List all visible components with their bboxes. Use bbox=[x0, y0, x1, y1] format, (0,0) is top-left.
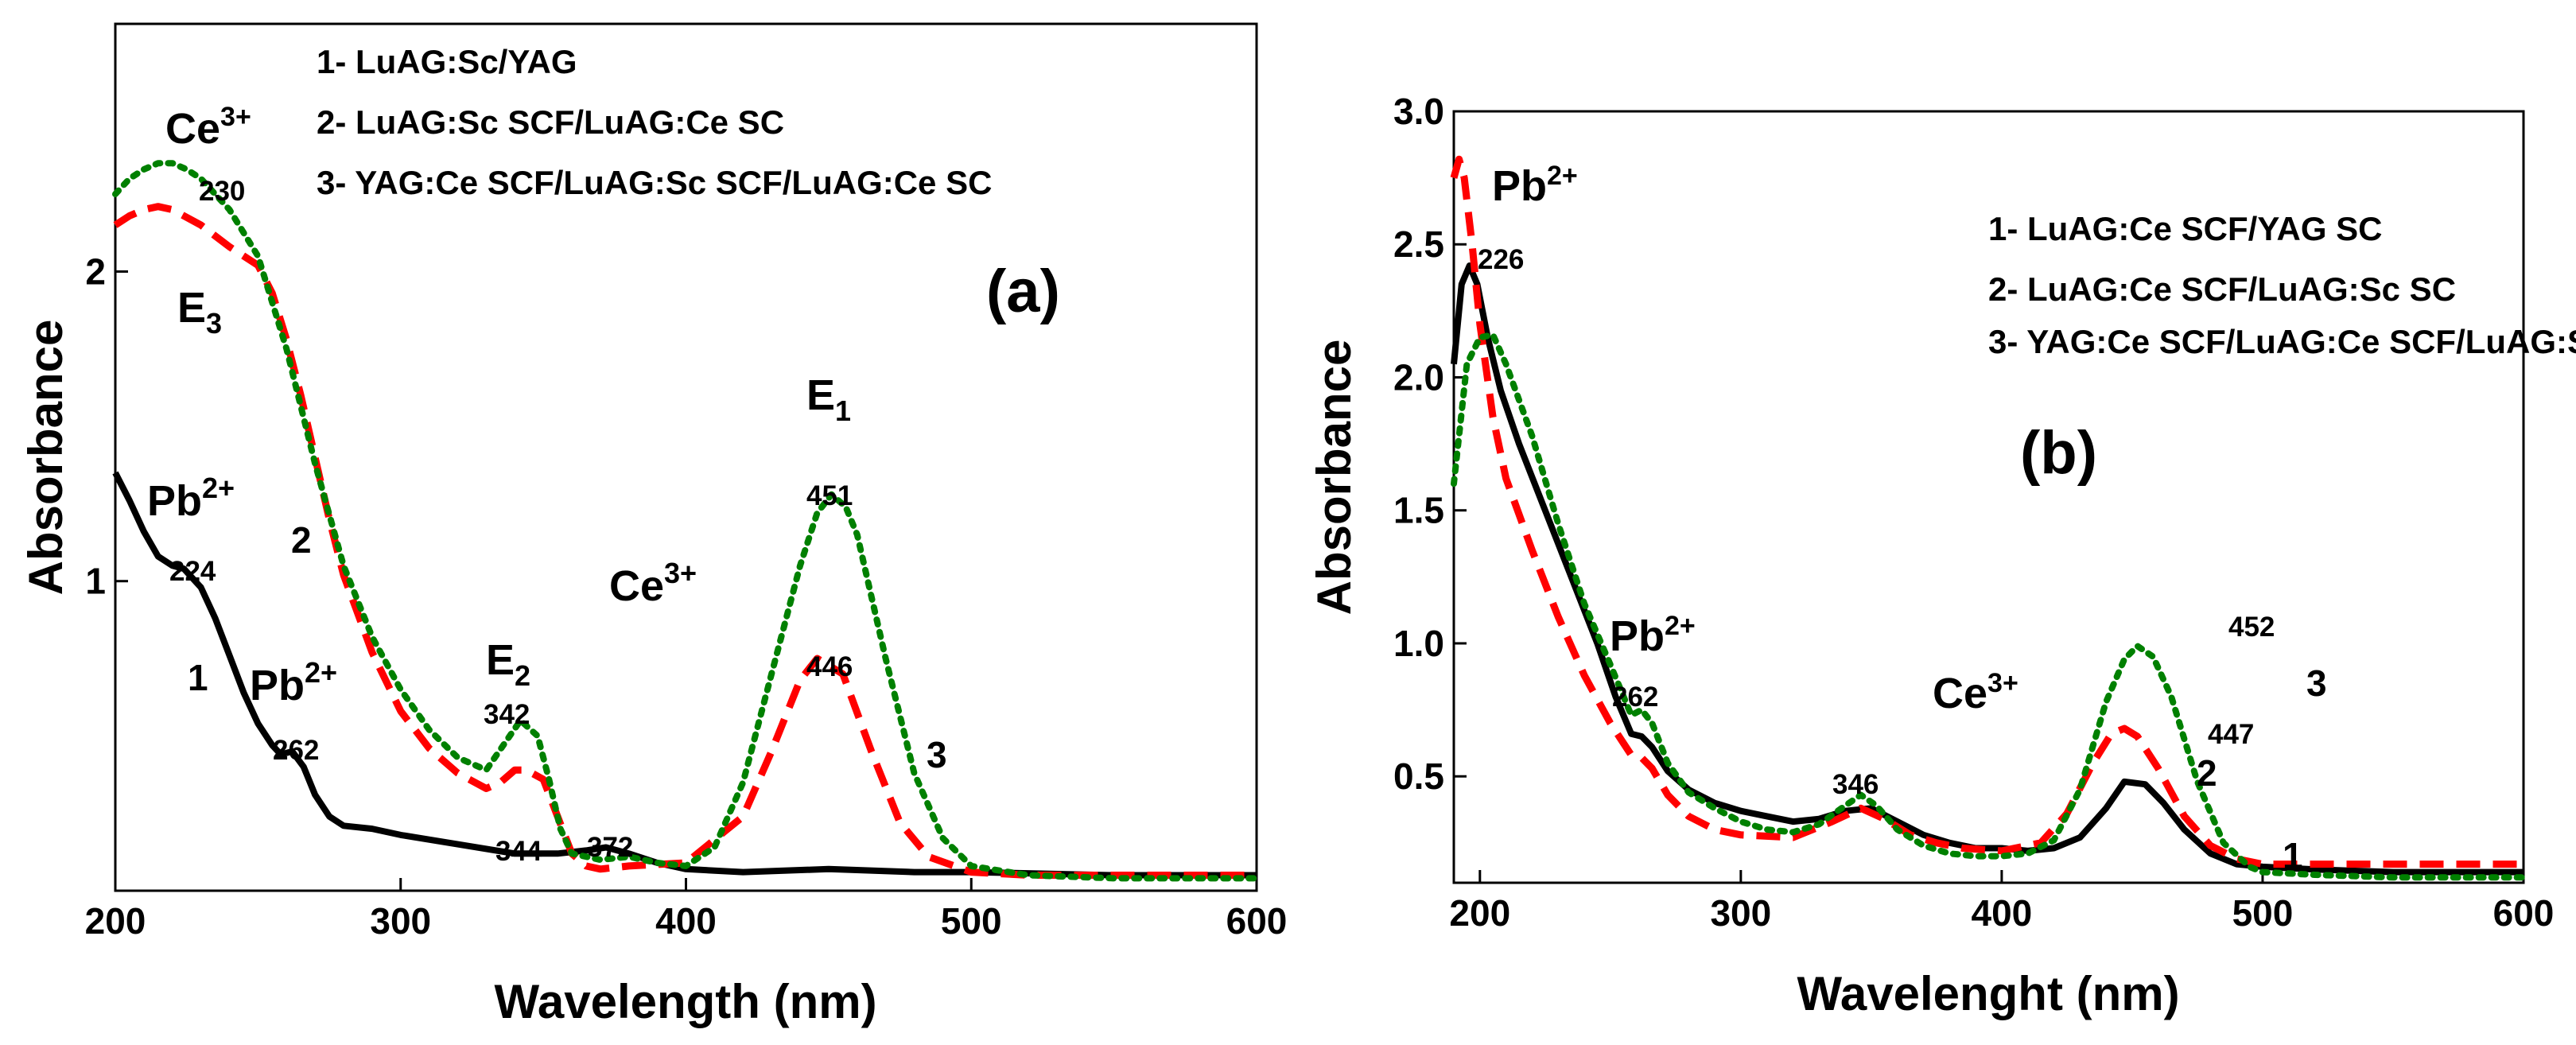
panel-b-legend-3: 3- YAG:Ce SCF/LuAG:Ce SCF/LuAG:Sc SC bbox=[1988, 323, 2576, 360]
b-y-tick-label: 2.0 bbox=[1393, 356, 1444, 398]
b-ann-ce: Ce3+ bbox=[1933, 668, 2018, 717]
a-x-tick-label: 600 bbox=[1226, 900, 1288, 942]
panel-b: 200 300 400 500 600 0.5 1.0 1.5 2.0 2.5 3.0 Wavele… bbox=[1307, 91, 2576, 1020]
a-ann-344: 344 bbox=[495, 836, 542, 867]
panel-b-legend-2: 2- LuAG:Ce SCF/LuAG:Sc SC bbox=[1988, 270, 2456, 308]
panel-b-label: (b) bbox=[2020, 419, 2097, 487]
b-ann-262: 262 bbox=[1612, 682, 1658, 713]
a-ann-e3: E3 bbox=[177, 284, 222, 340]
a-ann-e1: E1 bbox=[806, 371, 851, 427]
panel-a-legend-2: 2- LuAG:Sc SCF/LuAG:Ce SC bbox=[317, 103, 784, 141]
b-x-tick-label: 400 bbox=[1972, 892, 2033, 934]
b-ann-pb-262: Pb2+ bbox=[1610, 611, 1696, 660]
a-ann-446: 446 bbox=[806, 651, 853, 682]
a-ann-224: 224 bbox=[169, 556, 216, 587]
panel-a-legend-3: 3- YAG:Ce SCF/LuAG:Sc SCF/LuAG:Ce SC bbox=[317, 164, 992, 201]
a-x-tick-label: 400 bbox=[655, 900, 717, 942]
panel-b-series bbox=[1450, 155, 2527, 881]
b-y-tick-label: 2.5 bbox=[1393, 223, 1444, 265]
a-x-tick-label: 500 bbox=[941, 900, 1002, 942]
a-ann-ce-230: Ce3+ bbox=[165, 102, 251, 153]
b-ann-curve-1: 1 bbox=[2283, 835, 2303, 876]
a-ann-451: 451 bbox=[806, 480, 853, 511]
b-x-tick-label: 500 bbox=[2232, 892, 2294, 934]
a-ann-e2: E2 bbox=[486, 636, 530, 692]
panel-b-ticks: 200 300 400 500 600 0.5 1.0 1.5 2.0 2.5 3.0 bbox=[1393, 91, 2554, 934]
panel-b-legend-1: 1- LuAG:Ce SCF/YAG SC bbox=[1988, 210, 2383, 247]
b-ann-curve-3: 3 bbox=[2306, 662, 2327, 704]
a-series-3-line bbox=[112, 160, 1260, 882]
a-ann-pb-262: Pb2+ bbox=[250, 656, 337, 709]
a-y-tick-label: 1 bbox=[85, 561, 106, 602]
b-x-tick-label: 300 bbox=[1710, 892, 1771, 934]
b-x-tick-label: 200 bbox=[1449, 892, 1510, 934]
a-ann-curve-2: 2 bbox=[291, 519, 312, 561]
panel-a-ticks: 200 300 400 500 600 1 2 bbox=[85, 251, 1288, 942]
a-ann-pb-224: Pb2+ bbox=[147, 472, 235, 525]
panel-a-series bbox=[112, 160, 1260, 882]
a-series-1-line bbox=[112, 471, 1257, 879]
a-ann-262: 262 bbox=[273, 735, 319, 766]
a-x-tick-label: 300 bbox=[370, 900, 431, 942]
panel-a-x-axis-title: Wavelength (nm) bbox=[494, 975, 876, 1028]
panel-a-legend-1: 1- LuAG:Sc/YAG bbox=[317, 43, 577, 80]
b-ann-346: 346 bbox=[1832, 769, 1879, 800]
panel-b-frame bbox=[1452, 110, 2525, 884]
b-ann-447: 447 bbox=[2208, 719, 2254, 750]
b-y-tick-label: 1.0 bbox=[1393, 623, 1444, 664]
panel-a: 200 300 400 500 600 1 2 Wavelength (nm) Absorb… bbox=[19, 22, 1288, 1028]
b-y-tick-label: 1.5 bbox=[1393, 490, 1444, 531]
a-ann-372: 372 bbox=[587, 832, 633, 863]
a-ann-230: 230 bbox=[199, 176, 245, 207]
panel-b-y-axis-title: Absorbance bbox=[1307, 340, 1361, 616]
b-y-tick-label: 3.0 bbox=[1393, 91, 1444, 132]
b-ann-226: 226 bbox=[1478, 244, 1524, 275]
a-y-tick-label: 2 bbox=[85, 251, 106, 292]
a-ann-ce-mid: Ce3+ bbox=[609, 557, 697, 610]
b-series-2-line bbox=[1450, 155, 2524, 868]
panel-b-x-axis-title: Wavelenght (nm) bbox=[1797, 967, 2179, 1020]
b-ann-curve-2: 2 bbox=[2197, 752, 2217, 794]
b-y-tick-label: 0.5 bbox=[1393, 756, 1444, 797]
a-ann-curve-3: 3 bbox=[927, 734, 947, 775]
b-series-3-line bbox=[1451, 332, 2527, 881]
a-ann-342: 342 bbox=[484, 699, 530, 730]
b-x-tick-label: 600 bbox=[2493, 892, 2555, 934]
panel-a-label: (a) bbox=[986, 258, 1060, 325]
b-ann-452: 452 bbox=[2228, 612, 2275, 643]
a-x-tick-label: 200 bbox=[85, 900, 146, 942]
a-series-2-line bbox=[113, 203, 1257, 879]
b-ann-pb-226: Pb2+ bbox=[1492, 161, 1578, 210]
a-ann-curve-1: 1 bbox=[188, 657, 208, 698]
panel-a-y-axis-title: Absorbance bbox=[19, 320, 72, 596]
